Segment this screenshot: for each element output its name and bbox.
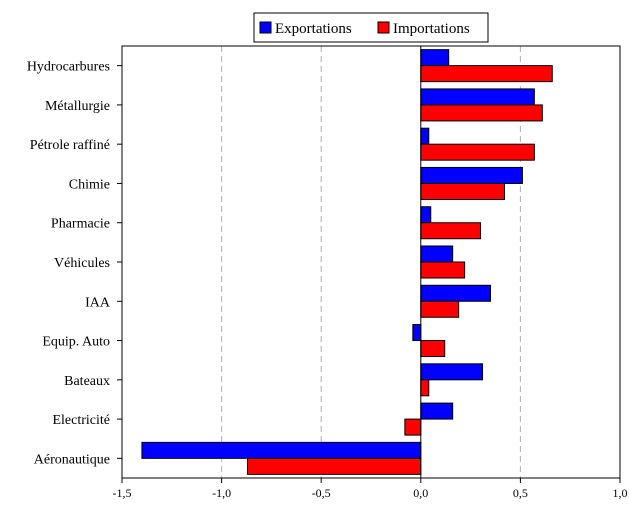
x-tick-label: -1,5 xyxy=(113,486,132,500)
category-label: Pharmacie xyxy=(51,217,110,232)
bar-exportations xyxy=(420,88,535,106)
bars xyxy=(141,49,553,475)
bar-exportations xyxy=(420,49,450,67)
category-label: Aéronautique xyxy=(34,452,110,467)
legend-swatch-exportations xyxy=(259,21,272,34)
bar-importations xyxy=(420,261,466,279)
x-tick-label: 0,5 xyxy=(513,486,528,500)
bar-importations xyxy=(420,182,505,200)
category-label: Electricité xyxy=(52,413,110,428)
x-tick-label: 0,0 xyxy=(413,486,428,500)
bar-importations xyxy=(246,457,422,475)
bar-exportations xyxy=(420,402,454,420)
category-label: Equip. Auto xyxy=(42,335,110,350)
bar-importations xyxy=(420,340,446,358)
bar-importations xyxy=(420,379,430,397)
category-label: Métallurgie xyxy=(45,99,110,114)
x-tick-label: -1,0 xyxy=(212,486,231,500)
bar-exportations xyxy=(420,363,484,381)
x-tick-labels: -1,5 -1,0 -0,5 0,0 0,5 1,0 xyxy=(113,486,628,500)
category-label: Véhicules xyxy=(54,256,110,271)
bar-exportations xyxy=(420,206,432,224)
bar-exportations xyxy=(420,245,454,263)
legend-label: Importations xyxy=(393,21,470,37)
bar-exportations xyxy=(412,324,422,342)
bar-importations xyxy=(420,65,553,83)
legend-box xyxy=(253,12,489,43)
bar-exportations xyxy=(141,441,422,459)
category-label: Chimie xyxy=(69,177,110,192)
bar-importations xyxy=(420,300,460,318)
bar-exportations xyxy=(420,166,523,184)
plot-frame xyxy=(121,45,621,479)
category-label: Pétrole raffiné xyxy=(30,138,110,153)
legend-label: Exportations xyxy=(275,21,352,37)
legend-swatch-importations xyxy=(377,21,390,34)
bar-exportations xyxy=(420,284,492,302)
category-label: IAA xyxy=(85,295,111,310)
category-label: Bateaux xyxy=(64,374,110,389)
category-label: Hydrocarbures xyxy=(27,60,110,75)
bar-importations xyxy=(420,143,535,161)
legend: Exportations Importations xyxy=(253,12,489,43)
category-labels: Hydrocarbures Métallurgie Pétrole raffiné C… xyxy=(27,60,111,468)
x-tick-label: -0,5 xyxy=(312,486,331,500)
axes xyxy=(117,45,621,483)
x-tick-label: 1,0 xyxy=(613,486,628,500)
bar-exportations xyxy=(420,127,430,145)
bar-importations xyxy=(420,104,543,122)
bar-importations xyxy=(404,418,422,436)
bar-importations xyxy=(420,222,482,240)
